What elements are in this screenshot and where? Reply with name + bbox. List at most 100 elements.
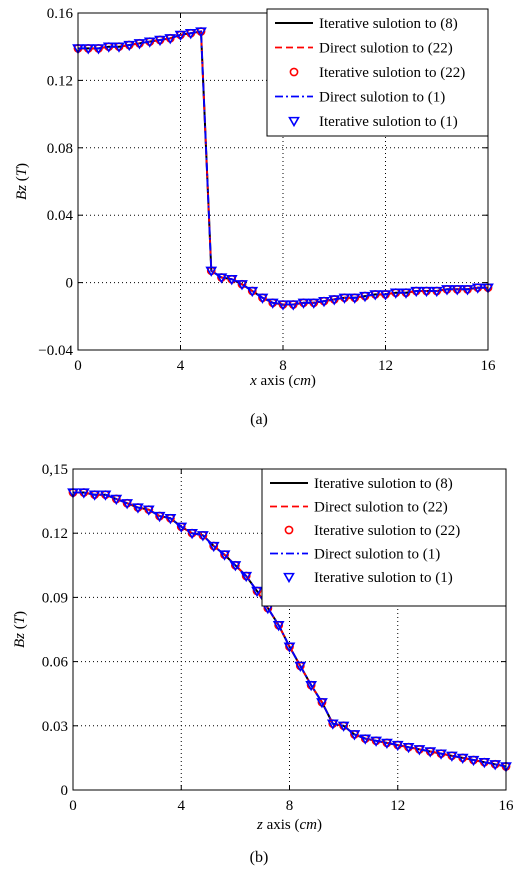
series-5-point: [379, 290, 392, 301]
y-axis-label: Bz (T): [14, 163, 30, 200]
legend-label: Iterative sulotion to (1): [314, 570, 453, 586]
series-5-point: [175, 522, 188, 533]
y-tick-label: 0: [61, 783, 69, 799]
series-5-point: [121, 499, 134, 510]
series-5-point: [225, 275, 238, 286]
series-5-point: [456, 753, 469, 765]
series-5-point: [348, 293, 361, 304]
series-5-point: [153, 511, 166, 523]
y-axis-label: Bz (T): [12, 611, 28, 648]
series-5-point: [391, 740, 404, 752]
y-tick-label: 0.06: [42, 655, 69, 671]
legend-label: Direct sulotion to (1): [314, 547, 440, 563]
series-5-point: [435, 749, 447, 760]
legend-swatch: [283, 572, 295, 584]
y-tick-label: 0,15: [42, 462, 68, 478]
series-5-point: [328, 295, 341, 306]
series-5-point: [205, 266, 218, 277]
series-5-point: [307, 298, 320, 309]
series-5-point: [143, 37, 156, 48]
series-5-point: [445, 751, 458, 762]
x-tick-label: 12: [390, 798, 405, 814]
series-5-point: [467, 755, 480, 767]
series-5-point: [420, 286, 433, 298]
legend: Iterative sulotion to (8) Direct sulotion…: [261, 468, 507, 607]
series-5-point: [441, 285, 453, 296]
series-5-point: [256, 293, 269, 304]
series-5-point: [215, 273, 228, 284]
series-5-point: [164, 514, 177, 525]
series-5-point: [430, 286, 443, 298]
series-5-point: [113, 42, 125, 53]
series-5-point: [266, 298, 279, 309]
series-5-point: [77, 488, 90, 499]
legend-box: [266, 8, 489, 137]
series-5-point: [207, 541, 220, 553]
series-5-point: [305, 680, 318, 692]
series-5-point: [277, 300, 289, 311]
series-5-point: [359, 734, 372, 745]
series-5-point: [251, 586, 263, 598]
series-5-point: [287, 300, 300, 311]
figure-caption: (b): [250, 849, 269, 866]
legend-label: Direct sulotion to (22): [319, 41, 453, 57]
legend-swatch: [288, 116, 300, 128]
figure-b: 0 4 8 12 16 0 0.03 0.06 0.09 0.12 0,15 z axis (cm) B…: [0, 432, 519, 871]
series-5-point: [102, 42, 115, 53]
series-5-point: [478, 758, 491, 769]
series-5-point: [197, 531, 209, 542]
legend-box: [261, 468, 507, 607]
series-5-point: [359, 291, 371, 303]
series-5-point: [338, 293, 351, 304]
ticks: 0 4 8 12 16 0 0.03 0.06 0.09 0.12 0,15: [42, 462, 514, 814]
series-group: [67, 488, 512, 773]
series-5-point: [142, 505, 155, 516]
x-tick-label: 16: [481, 358, 497, 374]
series-5-point: [132, 503, 144, 514]
x-tick-label: 4: [178, 798, 186, 814]
series-5-point: [229, 561, 242, 572]
y-tick-label: 0.12: [42, 526, 68, 542]
series-5-point: [451, 285, 464, 296]
series-5-point: [400, 288, 412, 299]
series-5-point: [402, 743, 415, 754]
y-tick-label: −0.04: [38, 343, 73, 359]
y-tick-label: 0: [66, 276, 74, 292]
legend-label: Direct sulotion to (1): [319, 90, 445, 106]
series-5-point: [154, 35, 166, 47]
x-tick-label: 0: [69, 798, 77, 814]
x-tick-label: 12: [378, 358, 393, 374]
legend-label: Direct sulotion to (22): [314, 500, 448, 516]
series-5-point: [348, 730, 361, 741]
series-5-point: [236, 280, 248, 291]
series-5-point: [413, 745, 426, 756]
series-5-point: [381, 738, 393, 750]
series-5-point: [110, 494, 123, 506]
figure-a: 0 4 8 12 16 −0.04 0 0.04 0.08 0.12 0.16 x axis (cm)…: [0, 0, 519, 432]
legend-label: Iterative sulotion to (8): [319, 16, 458, 32]
series-5-point: [184, 29, 197, 40]
series-5-point: [123, 40, 136, 52]
y-tick-label: 0.16: [47, 6, 74, 22]
series-5-point: [240, 571, 253, 583]
x-axis-label: x axis (cm): [249, 373, 316, 389]
series-5-point: [82, 44, 95, 55]
series-5-point: [174, 30, 187, 42]
series-5-point: [370, 736, 382, 747]
legend-label: Iterative sulotion to (1): [319, 114, 458, 130]
series-5-point: [195, 27, 207, 38]
legend-label: Iterative sulotion to (22): [319, 65, 465, 81]
legend-label: Iterative sulotion to (22): [314, 523, 460, 539]
series-5-point: [471, 283, 484, 294]
y-tick-label: 0.03: [42, 719, 68, 735]
series-5-point: [326, 719, 339, 730]
x-tick-label: 4: [177, 358, 185, 374]
series-5-point: [92, 44, 105, 55]
series-5-point: [489, 760, 502, 771]
chart-b: 0 4 8 12 16 0 0.03 0.06 0.09 0.12 0,15 z axis (cm) B…: [12, 462, 514, 866]
series-5-point: [133, 39, 146, 50]
series-5-point: [316, 698, 328, 709]
series-5-point: [369, 290, 382, 301]
legend-swatch: [284, 525, 294, 535]
